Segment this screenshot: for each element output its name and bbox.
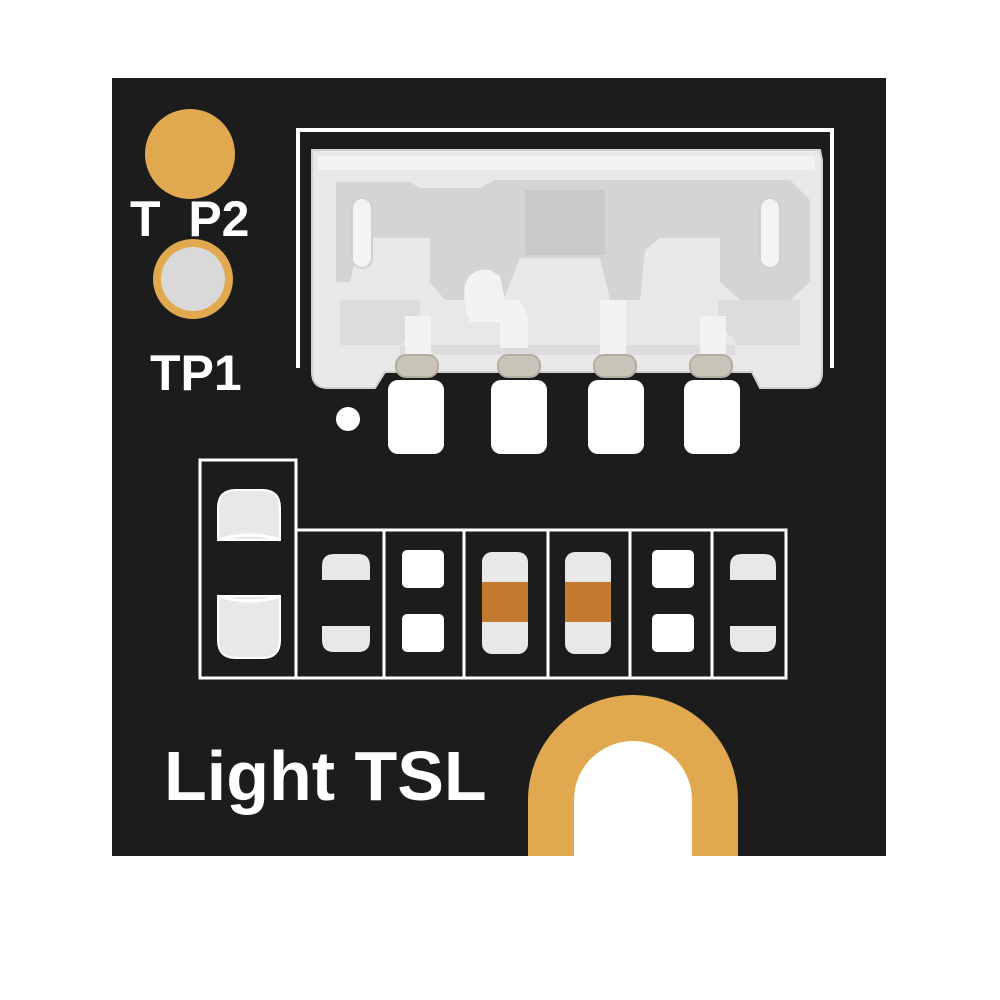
smd-part-1 — [322, 554, 370, 652]
connector-outline — [296, 128, 834, 368]
smd-part-4 — [730, 554, 776, 652]
test-point-tp2 — [145, 109, 235, 199]
connector-pin-3 — [588, 380, 644, 454]
board-title: Light TSL — [164, 737, 487, 815]
smd-part-3 — [652, 550, 694, 652]
connector-pins — [388, 354, 740, 454]
pin1-marker-dot — [336, 407, 360, 431]
capacitor-2 — [565, 552, 611, 654]
test-point-tp1-center — [161, 247, 225, 311]
component-outline — [198, 458, 788, 680]
jst-connector — [311, 149, 823, 389]
capacitor-1 — [482, 552, 528, 654]
large-resistor — [217, 489, 281, 659]
tp2-label: T P2 — [130, 191, 249, 247]
tp1-label: TP1 — [150, 345, 242, 401]
smd-part-2 — [402, 550, 444, 652]
component-dividers — [294, 530, 714, 678]
mounting-hole — [528, 695, 738, 856]
connector-pin-1 — [388, 380, 444, 454]
connector-pin-4 — [684, 380, 740, 454]
connector-pin-2 — [491, 380, 547, 454]
